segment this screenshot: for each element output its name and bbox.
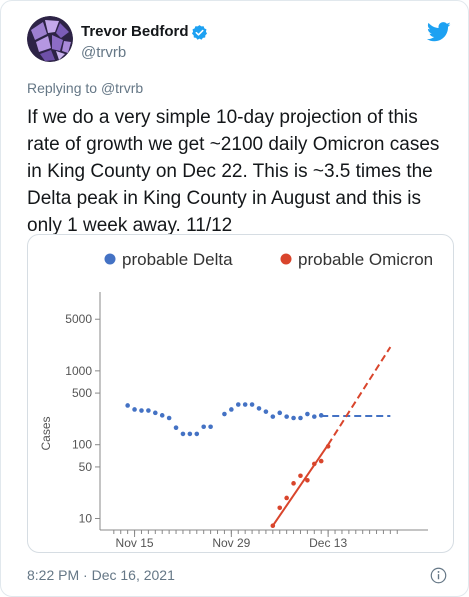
y-axis-title: Cases [39, 416, 53, 450]
twitter-bird-icon[interactable] [427, 21, 451, 43]
delta-point [298, 415, 303, 421]
x-tick-label: Dec 13 [309, 536, 347, 550]
omicron-point [270, 523, 276, 529]
delta-point [194, 431, 200, 437]
y-tick-label: 500 [72, 386, 92, 400]
legend-marker [280, 253, 292, 265]
delta-point [166, 415, 172, 421]
delta-point [256, 406, 262, 411]
user-handle[interactable]: @trvrb [81, 44, 127, 61]
chart-marks [125, 346, 392, 529]
legend-marker [104, 253, 116, 265]
delta-point [277, 410, 283, 416]
avatar[interactable] [27, 16, 73, 62]
omicron-fit-line [272, 444, 329, 527]
omicron-point [318, 458, 324, 464]
omicron-point [277, 505, 283, 511]
delta-point [249, 402, 255, 407]
delta-point [180, 431, 186, 437]
y-tick-label: 50 [79, 460, 93, 474]
y-tick-label: 10 [79, 512, 93, 526]
reply-context: Replying to @trvrb [27, 80, 143, 96]
tweet-media-chart[interactable]: probable Delta probable Omicron 10 50 100 50… [27, 234, 454, 553]
omicron-point [284, 495, 289, 501]
y-tick-label: 5000 [65, 312, 92, 326]
legend-label: probable Omicron [298, 250, 433, 269]
delta-point [187, 431, 193, 437]
chart-svg: probable Delta probable Omicron 10 50 100 50… [39, 250, 433, 550]
delta-point [139, 408, 144, 413]
chart-legend: probable Delta probable Omicron [104, 250, 433, 269]
y-tick-label: 1000 [65, 364, 92, 378]
delta-point [318, 413, 324, 418]
tweet-text: If we do a very simple 10-day projection… [27, 107, 440, 236]
x-tick-label: Nov 29 [212, 536, 250, 550]
omicron-point [305, 477, 310, 483]
omicron-point [298, 473, 303, 479]
delta-point [270, 414, 276, 419]
delta-point [284, 414, 289, 419]
delta-point [242, 402, 248, 407]
delta-point [173, 425, 179, 430]
delta-point [305, 411, 310, 417]
chart-axes: 10 50 100 500 1000 5000 Cases Nov 15 Nov 29 Dec 1… [39, 292, 428, 550]
display-name[interactable]: Trevor Bedford [81, 23, 189, 40]
x-tick-label: Nov 15 [116, 536, 154, 550]
reply-prefix: Replying to [27, 80, 101, 96]
reply-mention-link[interactable]: @trvrb [100, 80, 144, 96]
verified-badge-icon [191, 25, 208, 40]
omicron-point [312, 461, 317, 467]
delta-point [312, 414, 317, 419]
delta-point [222, 411, 227, 417]
delta-point [201, 424, 206, 430]
delta-point [208, 424, 213, 430]
delta-point [291, 415, 296, 421]
delta-point [132, 407, 137, 412]
omicron-point [291, 481, 296, 486]
info-icon[interactable] [430, 567, 447, 584]
delta-point [159, 413, 165, 418]
delta-point [146, 408, 151, 413]
delta-point [153, 410, 158, 416]
tweet-timestamp[interactable]: 8:22 PM · Dec 16, 2021 [27, 567, 175, 583]
y-tick-label: 100 [72, 438, 92, 452]
delta-point [229, 407, 234, 412]
omicron-projection-line [327, 346, 392, 446]
avatar-image [27, 16, 73, 62]
delta-point [235, 402, 241, 407]
omicron-point [325, 444, 331, 449]
legend-label: probable Delta [122, 250, 233, 269]
delta-point [263, 409, 269, 414]
delta-point [125, 403, 130, 408]
